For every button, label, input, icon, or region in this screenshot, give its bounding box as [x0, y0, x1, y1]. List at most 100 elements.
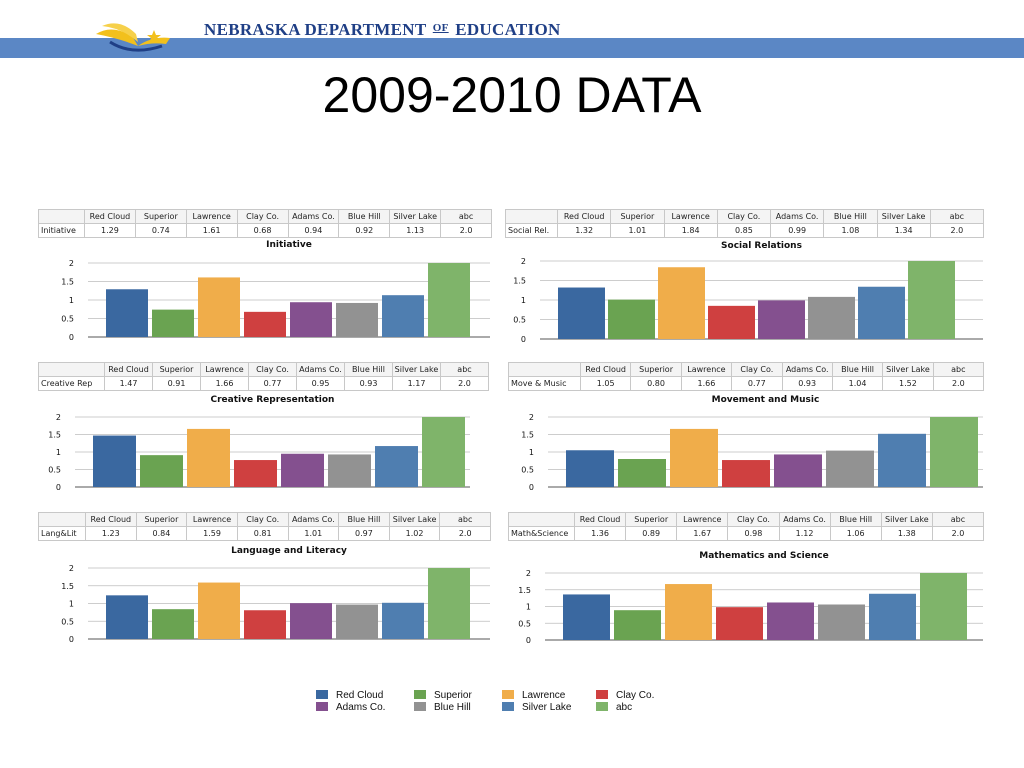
- table-header-cell: abc: [931, 512, 985, 527]
- bar-silver-lake: [869, 593, 916, 640]
- bar-abc: [930, 417, 978, 487]
- table-value-cell: 1.47: [104, 376, 153, 391]
- table-header-cell: Adams Co.: [287, 209, 340, 224]
- chart-title-social-relations: Social Relations: [721, 241, 802, 251]
- table-header-cell: Adams Co.: [781, 362, 833, 377]
- table-value-cell: 2.0: [931, 526, 985, 541]
- table-value-cell: 1.61: [185, 223, 238, 238]
- y-tick-label: 1.5: [48, 431, 61, 440]
- y-tick-label: 0.5: [513, 316, 526, 325]
- chart-title-language-and-literacy: Language and Literacy: [231, 546, 347, 556]
- table-value-cell: 1.66: [200, 376, 249, 391]
- table-value-cell: 1.36: [573, 526, 627, 541]
- open-book-star-icon: [96, 23, 170, 52]
- table-header-cell: abc: [440, 362, 489, 377]
- table-header-cell: Clay Co.: [727, 512, 780, 527]
- bar-abc: [422, 417, 465, 487]
- legend-label: Lawrence: [522, 690, 566, 701]
- data-table-mathematics-and-science: Red Cloud Superior Lawrence Clay Co. Adams C…: [508, 512, 985, 541]
- legend-item: Silver Lake: [502, 702, 571, 714]
- table-row: Initiative 1.29 0.74 1.61 0.68 0.94 0.92 1.13 2.…: [38, 223, 492, 238]
- bar-adams-co: [758, 300, 805, 339]
- bar-blue-hill: [328, 454, 371, 487]
- table-value-cell: 1.12: [778, 526, 831, 541]
- table-value-cell: 1.32: [556, 223, 612, 238]
- table-value-cell: 0.80: [630, 376, 682, 391]
- table-header-cell: Adams Co.: [296, 362, 345, 377]
- bar-silver-lake: [382, 295, 424, 337]
- y-tick-label: 0.5: [48, 466, 61, 475]
- org-name-right: EDUCATION: [455, 20, 561, 39]
- table-row: Math&Science 1.36 0.89 1.67 0.98 1.12 1.06 1.38…: [508, 526, 985, 541]
- table-header-cell: Silver Lake: [388, 512, 441, 527]
- table-corner-cell: [38, 512, 86, 527]
- table-header-row: Red Cloud Superior Lawrence Clay Co. Adams C…: [38, 362, 489, 377]
- bar-lawrence: [187, 428, 230, 487]
- chart-title-creative-representation: Creative Representation: [210, 395, 335, 405]
- table-header-cell: Lawrence: [200, 362, 249, 377]
- table-value-cell: 1.84: [663, 223, 718, 238]
- bar-red-cloud: [93, 435, 136, 487]
- chart-title-initiative: Initiative: [266, 240, 312, 250]
- org-name-left: NEBRASKA DEPARTMENT: [204, 20, 427, 39]
- table-header-cell: Superior: [625, 512, 678, 527]
- table-value-cell: 0.93: [344, 376, 393, 391]
- table-value-cell: 0.94: [287, 223, 340, 238]
- y-tick-label: 1.5: [521, 431, 534, 440]
- bar-blue-hill: [808, 296, 855, 339]
- table-value-cell: 1.17: [392, 376, 441, 391]
- bar-red-cloud: [558, 287, 605, 339]
- bar-superior: [608, 299, 655, 339]
- bar-red-cloud: [566, 450, 614, 487]
- table-value-cell: 0.92: [338, 223, 391, 238]
- y-tick-label: 2: [521, 257, 526, 266]
- table-header-cell: Superior: [152, 362, 201, 377]
- table-header-cell: Red Cloud: [85, 512, 137, 527]
- table-value-cell: 0.77: [731, 376, 783, 391]
- y-tick-label: 2: [69, 564, 74, 573]
- y-tick-label: 1.5: [61, 278, 74, 287]
- legend-label: Silver Lake: [522, 702, 572, 713]
- table-header-cell: Silver Lake: [880, 512, 933, 527]
- y-tick-label: 0: [56, 483, 61, 492]
- table-header-cell: Red Cloud: [579, 362, 632, 377]
- y-tick-label: 0: [526, 636, 531, 645]
- y-tick-label: 1: [56, 448, 61, 457]
- legend-swatch: [316, 702, 328, 711]
- table-value-cell: 0.74: [134, 223, 187, 238]
- legend: Red Cloud Superior Lawrence Clay Co. Adams C…: [316, 690, 676, 714]
- bar-clay-co: [708, 305, 755, 339]
- legend-swatch: [502, 690, 514, 699]
- bar-lawrence: [198, 582, 240, 639]
- table-row: Lang&Lit 1.23 0.84 1.59 0.81 1.01 0.97 1.02 2.0: [38, 526, 491, 541]
- bar-adams-co: [290, 302, 332, 337]
- legend-item: Red Cloud: [316, 690, 383, 702]
- table-value-cell: 1.34: [876, 223, 931, 238]
- legend-label: Adams Co.: [336, 702, 386, 713]
- table-value-cell: 1.04: [831, 376, 884, 391]
- chart-title-mathematics-and-science: Mathematics and Science: [699, 551, 829, 561]
- legend-swatch: [596, 690, 608, 699]
- table-corner-cell: [505, 209, 558, 224]
- table-header-cell: Red Cloud: [573, 512, 627, 527]
- legend-swatch: [596, 702, 608, 711]
- y-tick-label: 1.5: [518, 586, 531, 595]
- bar-superior: [618, 459, 666, 487]
- table-header-cell: Blue Hill: [338, 209, 391, 224]
- table-corner-cell: [508, 362, 581, 377]
- table-value-cell: 0.85: [716, 223, 772, 238]
- y-tick-label: 0.5: [61, 617, 74, 626]
- y-tick-label: 1: [69, 296, 74, 305]
- y-tick-label: 0: [521, 335, 526, 344]
- table-value-cell: 1.01: [610, 223, 665, 238]
- legend-swatch: [414, 702, 426, 711]
- table-header-cell: Lawrence: [676, 512, 729, 527]
- y-tick-label: 2: [526, 569, 531, 578]
- table-header-cell: Clay Co.: [236, 512, 289, 527]
- table-row-label: Social Rel.: [505, 223, 558, 238]
- bar-blue-hill: [336, 302, 378, 337]
- bar-silver-lake: [375, 446, 418, 487]
- bar-red-cloud: [106, 289, 148, 337]
- table-header-cell: abc: [932, 362, 985, 377]
- legend-item: abc: [596, 702, 632, 714]
